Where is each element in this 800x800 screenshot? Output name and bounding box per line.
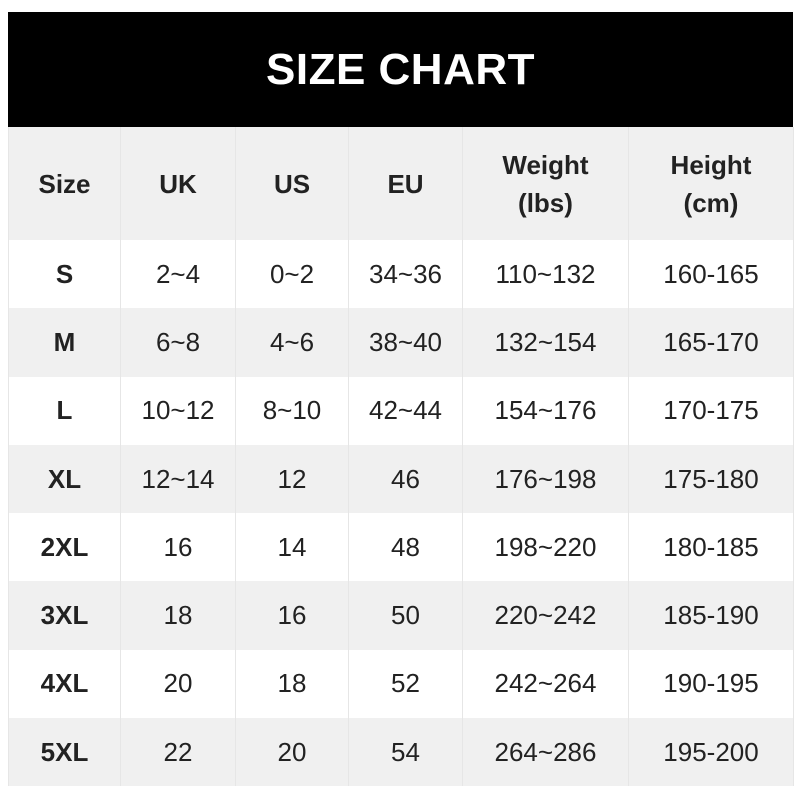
cell-eu: 48 — [348, 513, 463, 582]
column-header-eu: EU — [348, 127, 463, 240]
cell-uk: 22 — [120, 718, 236, 787]
cell-height: 185-190 — [628, 581, 794, 650]
column-header-height: Height (cm) — [628, 127, 794, 240]
cell-weight: 264~286 — [462, 718, 629, 787]
table-row: 5XL 22 20 54 264~286 195-200 — [8, 718, 794, 787]
cell-size: 2XL — [8, 513, 121, 582]
cell-height: 165-170 — [628, 308, 794, 377]
cell-eu: 38~40 — [348, 308, 463, 377]
column-header-uk: UK — [120, 127, 236, 240]
column-header-text: Weight — [502, 149, 589, 180]
cell-eu: 42~44 — [348, 376, 463, 445]
cell-height: 170-175 — [628, 376, 794, 445]
cell-weight: 198~220 — [462, 513, 629, 582]
table-row: XL 12~14 12 46 176~198 175-180 — [8, 444, 794, 514]
cell-weight: 154~176 — [462, 376, 629, 445]
table-row: 2XL 16 14 48 198~220 180-185 — [8, 513, 794, 582]
cell-weight: 110~132 — [462, 240, 629, 309]
cell-weight: 220~242 — [462, 581, 629, 650]
size-chart-title: SIZE CHART — [8, 12, 793, 127]
cell-size: L — [8, 376, 121, 445]
column-header-text: Size — [38, 168, 91, 199]
cell-size: S — [8, 240, 121, 309]
table-row: L 10~12 8~10 42~44 154~176 170-175 — [8, 376, 794, 445]
cell-us: 20 — [235, 718, 349, 787]
cell-height: 175-180 — [628, 444, 794, 514]
cell-height: 180-185 — [628, 513, 794, 582]
cell-uk: 10~12 — [120, 376, 236, 445]
cell-eu: 46 — [348, 444, 463, 514]
cell-height: 195-200 — [628, 718, 794, 787]
table-row: M 6~8 4~6 38~40 132~154 165-170 — [8, 308, 794, 377]
column-header-weight: Weight (lbs) — [462, 127, 629, 240]
cell-uk: 2~4 — [120, 240, 236, 309]
cell-us: 8~10 — [235, 376, 349, 445]
cell-us: 16 — [235, 581, 349, 650]
column-header-size: Size — [8, 127, 121, 240]
column-header-text: (cm) — [683, 187, 739, 218]
cell-eu: 50 — [348, 581, 463, 650]
header-row: Size UK US EU Weight (lbs) Height (cm) — [8, 127, 794, 240]
table-row: S 2~4 0~2 34~36 110~132 160-165 — [8, 240, 794, 309]
column-header-text: UK — [159, 168, 197, 199]
cell-size: 3XL — [8, 581, 121, 650]
cell-size: 5XL — [8, 718, 121, 787]
cell-weight: 132~154 — [462, 308, 629, 377]
cell-weight: 176~198 — [462, 444, 629, 514]
cell-uk: 18 — [120, 581, 236, 650]
cell-us: 0~2 — [235, 240, 349, 309]
cell-uk: 6~8 — [120, 308, 236, 377]
column-header-text: EU — [387, 168, 424, 199]
cell-size: XL — [8, 444, 121, 514]
cell-uk: 20 — [120, 649, 236, 719]
cell-uk: 12~14 — [120, 444, 236, 514]
cell-weight: 242~264 — [462, 649, 629, 719]
cell-us: 12 — [235, 444, 349, 514]
cell-size: M — [8, 308, 121, 377]
column-header-text: US — [273, 168, 311, 199]
size-chart-table: Size UK US EU Weight (lbs) Height (cm) S 2~4 0~2 3… — [8, 127, 794, 787]
table-row: 4XL 20 18 52 242~264 190-195 — [8, 649, 794, 719]
cell-us: 14 — [235, 513, 349, 582]
cell-us: 18 — [235, 649, 349, 719]
column-header-text: (lbs) — [518, 187, 573, 218]
column-header-text: Height — [670, 149, 752, 180]
cell-height: 160-165 — [628, 240, 794, 309]
cell-eu: 34~36 — [348, 240, 463, 309]
table-row: 3XL 18 16 50 220~242 185-190 — [8, 581, 794, 650]
cell-eu: 52 — [348, 649, 463, 719]
cell-size: 4XL — [8, 649, 121, 719]
cell-eu: 54 — [348, 718, 463, 787]
cell-height: 190-195 — [628, 649, 794, 719]
column-header-us: US — [235, 127, 349, 240]
cell-uk: 16 — [120, 513, 236, 582]
cell-us: 4~6 — [235, 308, 349, 377]
